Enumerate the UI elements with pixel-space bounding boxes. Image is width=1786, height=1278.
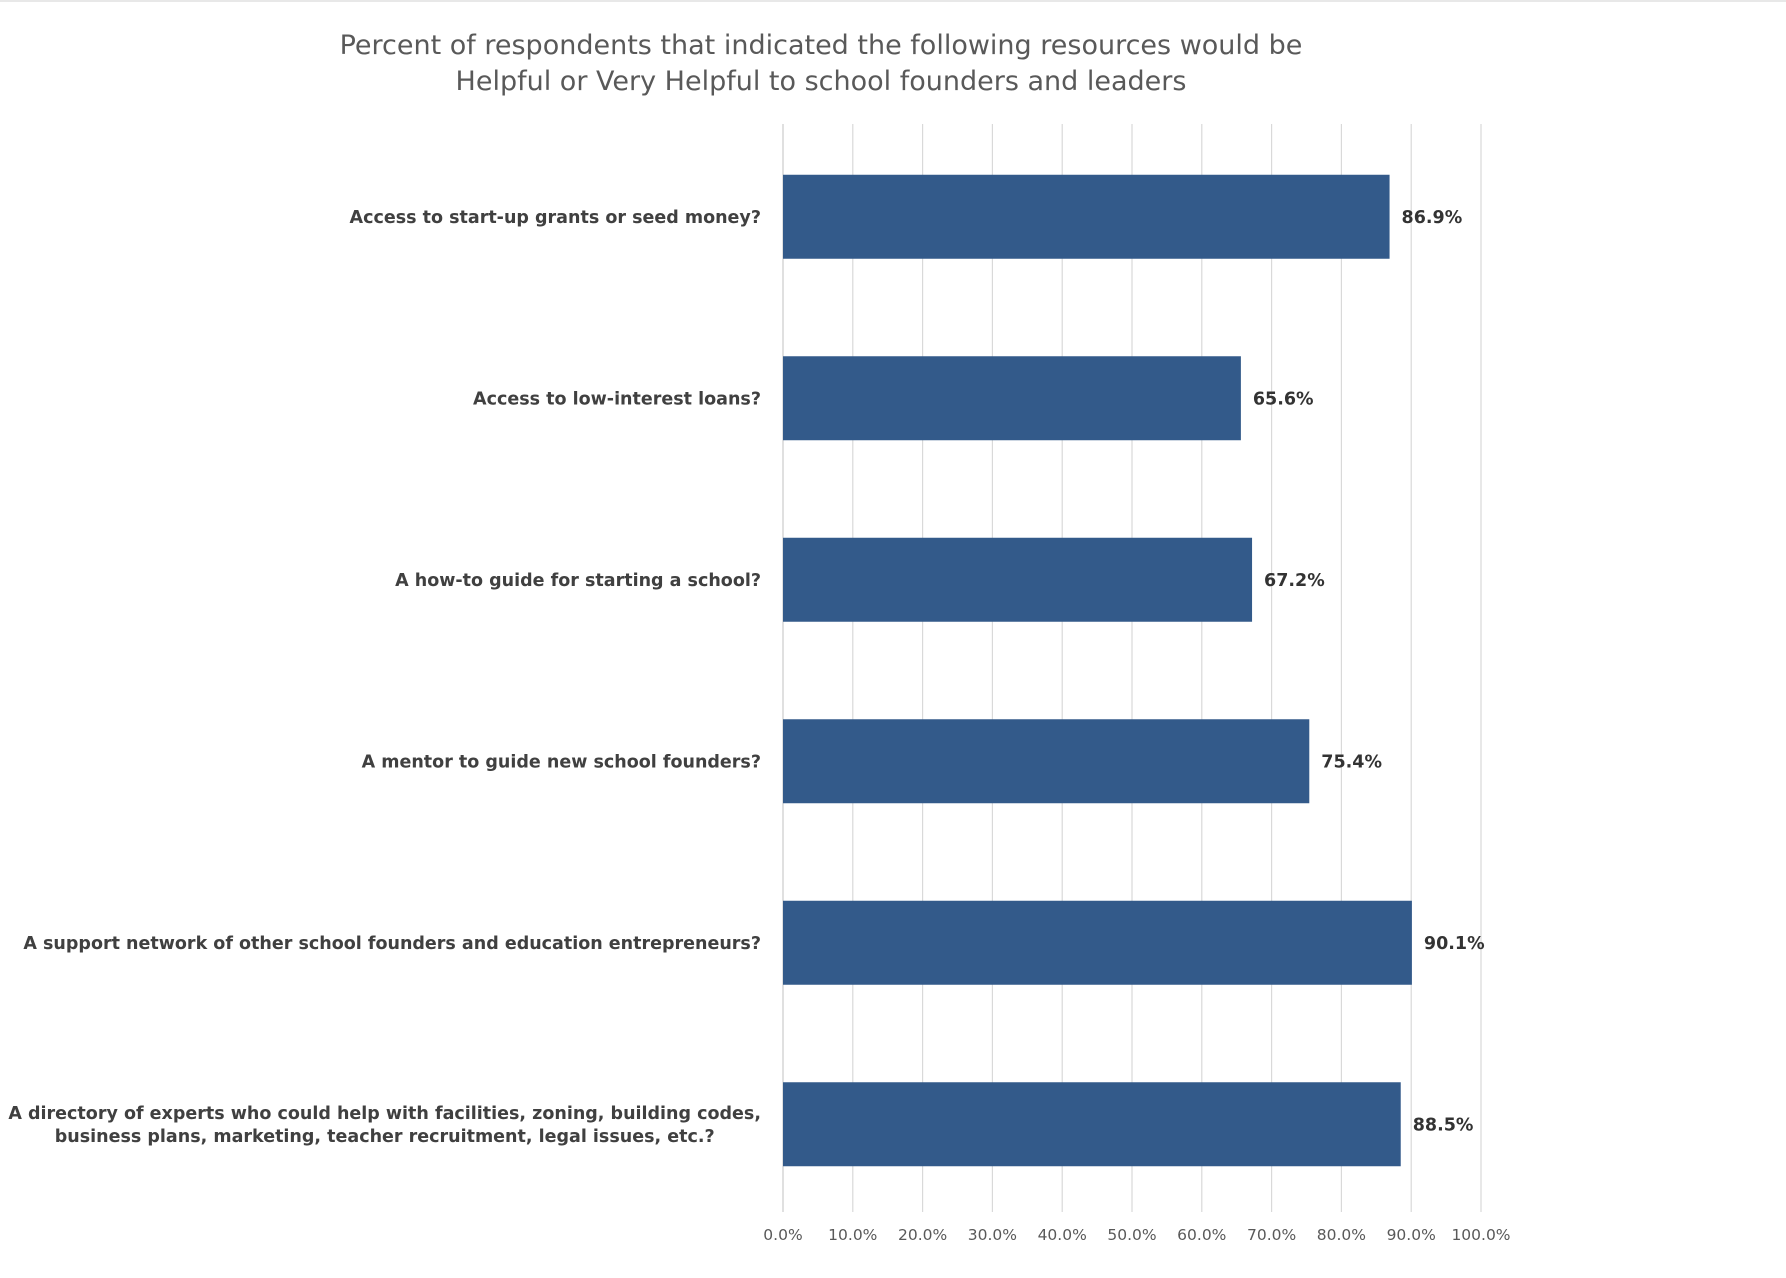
top-rule bbox=[0, 0, 1786, 2]
x-tick-label: 40.0% bbox=[1038, 1226, 1087, 1244]
data-label: 65.6% bbox=[1253, 389, 1314, 409]
chart-title-line: Percent of respondents that indicated th… bbox=[340, 30, 1303, 61]
data-label: 75.4% bbox=[1321, 752, 1382, 772]
x-tick-label: 100.0% bbox=[1451, 1226, 1510, 1244]
x-tick-label: 0.0% bbox=[763, 1226, 802, 1244]
category-label: Access to low-interest loans? bbox=[473, 389, 761, 409]
category-label: business plans, marketing, teacher recru… bbox=[55, 1127, 715, 1147]
category-label: Access to start-up grants or seed money? bbox=[350, 208, 761, 228]
bar bbox=[783, 537, 1253, 622]
data-label: 86.9% bbox=[1402, 208, 1463, 228]
x-tick-label: 80.0% bbox=[1317, 1226, 1366, 1244]
bar bbox=[783, 900, 1412, 985]
chart-title-line: Helpful or Very Helpful to school founde… bbox=[456, 66, 1187, 97]
x-tick-label: 50.0% bbox=[1107, 1226, 1156, 1244]
bar bbox=[783, 1082, 1401, 1167]
x-tick-label: 20.0% bbox=[898, 1226, 947, 1244]
data-label: 67.2% bbox=[1264, 571, 1325, 591]
category-label: A directory of experts who could help wi… bbox=[8, 1104, 761, 1124]
category-label: A how-to guide for starting a school? bbox=[395, 571, 761, 591]
x-tick-label: 70.0% bbox=[1247, 1226, 1296, 1244]
bar bbox=[783, 356, 1241, 441]
x-tick-label: 90.0% bbox=[1387, 1226, 1436, 1244]
data-label: 90.1% bbox=[1424, 934, 1485, 954]
x-tick-label: 10.0% bbox=[828, 1226, 877, 1244]
category-label: A support network of other school founde… bbox=[23, 934, 761, 954]
data-label: 88.5% bbox=[1413, 1115, 1474, 1135]
x-tick-label: 60.0% bbox=[1177, 1226, 1226, 1244]
x-tick-label: 30.0% bbox=[968, 1226, 1017, 1244]
category-label: A mentor to guide new school founders? bbox=[362, 752, 761, 772]
bar bbox=[783, 719, 1310, 804]
bar bbox=[783, 174, 1390, 259]
